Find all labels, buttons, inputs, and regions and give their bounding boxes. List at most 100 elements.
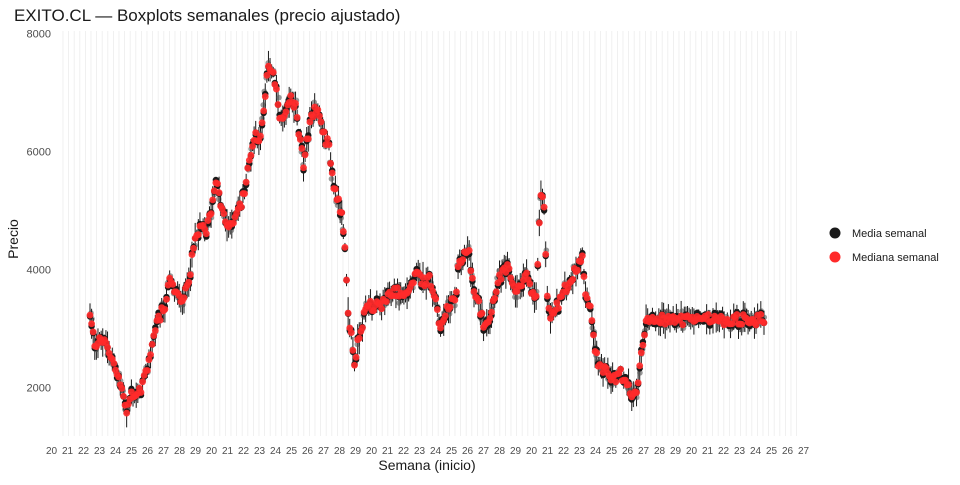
median-point xyxy=(304,135,312,143)
median-point xyxy=(429,287,436,295)
median-point xyxy=(274,101,282,108)
median-point xyxy=(269,68,277,76)
median-point xyxy=(505,265,513,273)
median-point xyxy=(257,132,264,140)
median-point xyxy=(641,331,648,339)
x-tick-label: 29 xyxy=(510,446,522,457)
week-outlier-point xyxy=(637,370,643,376)
median-point xyxy=(139,378,146,386)
median-point xyxy=(612,378,620,386)
median-point xyxy=(296,136,304,143)
week-outlier-point xyxy=(452,302,458,309)
median-point xyxy=(317,118,325,126)
y-tick-label: 8000 xyxy=(27,28,51,40)
median-point xyxy=(542,250,550,258)
median-point xyxy=(247,151,255,159)
whisker-layer xyxy=(88,50,768,428)
median-point xyxy=(760,319,768,327)
x-tick-label: 21 xyxy=(702,446,714,457)
median-point xyxy=(151,327,159,334)
median-point xyxy=(757,311,765,318)
median-point xyxy=(633,389,640,396)
median-point xyxy=(298,145,306,152)
median-point xyxy=(156,316,164,324)
legend: Media semanal Mediana semanal xyxy=(829,227,939,264)
median-point xyxy=(478,309,486,317)
x-tick-label: 27 xyxy=(318,446,330,457)
grid-layer xyxy=(62,31,797,436)
median-point xyxy=(355,334,363,342)
median-point xyxy=(625,381,632,388)
x-tick-label: 24 xyxy=(110,446,122,457)
median-point xyxy=(327,160,335,167)
median-point xyxy=(540,203,548,211)
median-point xyxy=(637,349,645,357)
x-tick-label: 25 xyxy=(286,446,298,457)
median-point xyxy=(352,353,360,361)
median-point xyxy=(410,279,417,287)
median-point xyxy=(209,196,217,204)
median-point xyxy=(124,400,132,408)
median-point xyxy=(260,107,268,115)
median-point xyxy=(301,151,309,159)
median-point xyxy=(433,306,441,313)
x-tick-labels: 20 21 22 23 24 25 26 27 28 29 20 21 22 23 24 25 26 27 28 29… xyxy=(46,446,810,457)
median-point xyxy=(532,292,540,300)
x-tick-label: 20 xyxy=(46,446,58,457)
median-point xyxy=(359,324,366,332)
x-tick-label: 21 xyxy=(62,446,74,457)
median-point xyxy=(314,106,322,114)
median-point xyxy=(574,266,581,274)
x-tick-label: 26 xyxy=(142,446,154,457)
median-point xyxy=(104,343,111,351)
median-point xyxy=(488,308,495,316)
median-point xyxy=(382,298,390,306)
week-outlier-point xyxy=(260,102,267,108)
median-point xyxy=(523,269,530,277)
x-tick-label: 22 xyxy=(718,446,730,457)
median-point xyxy=(293,114,301,121)
x-tick-label: 24 xyxy=(270,446,282,457)
median-point xyxy=(147,351,154,358)
median-point xyxy=(110,359,118,367)
median-point xyxy=(328,169,336,177)
median-point xyxy=(535,219,543,227)
x-tick-label: 20 xyxy=(526,446,538,457)
week-outlier-point xyxy=(311,99,318,106)
median-point xyxy=(292,100,299,107)
median-point xyxy=(331,185,339,193)
median-point xyxy=(347,329,355,337)
median-point xyxy=(617,365,624,373)
week-outlier-point xyxy=(215,196,222,203)
median-point xyxy=(145,356,153,364)
x-tick-label: 27 xyxy=(478,446,490,457)
x-tick-label: 29 xyxy=(670,446,682,457)
x-tick-label: 28 xyxy=(174,446,186,457)
median-point xyxy=(316,112,323,120)
median-point xyxy=(338,209,346,217)
x-tick-label: 21 xyxy=(382,446,394,457)
median-points xyxy=(86,62,768,417)
x-tick-label: 22 xyxy=(238,446,250,457)
x-tick-label: 23 xyxy=(574,446,586,457)
median-point xyxy=(497,275,505,283)
median-point xyxy=(634,379,642,387)
x-tick-label: 25 xyxy=(446,446,458,457)
median-point xyxy=(244,164,252,172)
median-point xyxy=(475,297,483,305)
x-tick-label: 23 xyxy=(94,446,106,457)
median-point xyxy=(492,288,500,296)
median-point xyxy=(263,71,271,79)
x-tick-label: 25 xyxy=(606,446,618,457)
median-point xyxy=(242,178,250,186)
median-point xyxy=(180,294,188,302)
median-point xyxy=(148,340,156,348)
median-point xyxy=(507,274,515,282)
y-tick-label: 6000 xyxy=(27,146,51,158)
x-tick-label: 29 xyxy=(350,446,362,457)
x-tick-label: 22 xyxy=(398,446,410,457)
x-tick-label: 21 xyxy=(542,446,554,457)
median-point xyxy=(539,193,546,201)
